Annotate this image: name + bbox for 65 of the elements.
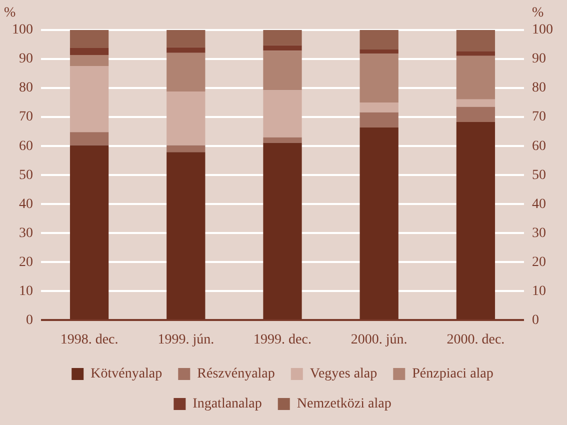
y2-tick-label: 30 bbox=[532, 226, 546, 241]
bar bbox=[456, 51, 496, 56]
bar bbox=[360, 49, 398, 54]
legend-label: Ingatlanalap bbox=[192, 396, 262, 412]
y2-tick-label: 60 bbox=[532, 138, 546, 154]
bar bbox=[70, 54, 109, 66]
y-tick-label: 10 bbox=[19, 284, 33, 299]
bar bbox=[166, 145, 206, 152]
bar bbox=[263, 142, 302, 320]
bar bbox=[70, 145, 109, 320]
y2-tick-label: 40 bbox=[532, 196, 546, 212]
x-tick-label: 2000. dec. bbox=[446, 332, 505, 348]
y2-tick-label: 50 bbox=[532, 168, 546, 183]
legend-label: Részvényalap bbox=[197, 366, 275, 382]
bar bbox=[456, 122, 496, 320]
bar bbox=[360, 128, 398, 320]
bar bbox=[70, 30, 109, 48]
y-tick-label: 100 bbox=[12, 22, 33, 38]
legend-label: Kötvényalap bbox=[90, 366, 162, 382]
bar bbox=[456, 30, 496, 52]
bar bbox=[166, 47, 206, 53]
y2-tick-label: 70 bbox=[532, 110, 546, 125]
y2-tick-label: 100 bbox=[532, 22, 553, 38]
bar bbox=[456, 99, 496, 107]
bar bbox=[360, 30, 398, 50]
y-tick-label: 60 bbox=[19, 138, 33, 154]
legend-label: Vegyes alap bbox=[310, 366, 378, 382]
bar bbox=[263, 50, 302, 90]
y2-tick-label: 80 bbox=[532, 80, 546, 96]
y-tick-label: 70 bbox=[19, 110, 33, 125]
y2-tick-label: 90 bbox=[532, 52, 546, 67]
bar bbox=[263, 137, 302, 143]
y2-tick-label: 0 bbox=[532, 312, 539, 328]
bar bbox=[263, 90, 302, 138]
x-tick-label: 1999. dec. bbox=[254, 332, 312, 348]
bar bbox=[456, 106, 496, 122]
y2-axis-title: % bbox=[532, 6, 544, 21]
bar bbox=[263, 45, 302, 51]
y-axis-title: % bbox=[4, 6, 16, 21]
legend-label: Pénzpiaci alap bbox=[412, 366, 494, 382]
x-tick-label: 1999. jún. bbox=[158, 332, 214, 348]
bar bbox=[360, 102, 398, 112]
bar bbox=[70, 48, 109, 55]
x-tick-label: 1998. dec. bbox=[60, 332, 118, 348]
bar bbox=[70, 66, 109, 132]
x-tick-label: 2000. jún. bbox=[350, 332, 408, 348]
y-tick-label: 50 bbox=[19, 168, 33, 183]
y2-tick-label: 20 bbox=[532, 254, 546, 270]
bar bbox=[263, 30, 302, 46]
bar bbox=[166, 52, 206, 92]
bar bbox=[456, 56, 496, 100]
bar bbox=[166, 92, 206, 146]
y-tick-label: 0 bbox=[26, 312, 33, 328]
y-tick-label: 20 bbox=[19, 254, 33, 270]
bar bbox=[166, 30, 206, 48]
y2-tick-label: 10 bbox=[532, 284, 546, 299]
y-tick-label: 80 bbox=[19, 80, 33, 96]
legend-label: Nemzetközi alap bbox=[296, 396, 392, 412]
y-tick-label: 30 bbox=[19, 226, 33, 241]
bar bbox=[360, 112, 398, 128]
bar bbox=[166, 152, 206, 320]
y-tick-label: 40 bbox=[19, 196, 33, 212]
bar bbox=[70, 132, 109, 146]
bar bbox=[360, 54, 398, 103]
y-tick-label: 90 bbox=[19, 52, 33, 67]
